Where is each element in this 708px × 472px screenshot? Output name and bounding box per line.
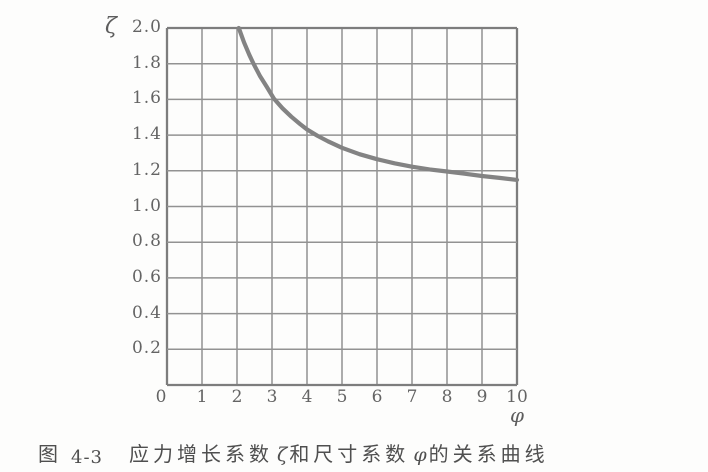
y-tick-label: 2.0 [131,17,162,38]
x-axis-symbol: φ [510,403,525,427]
x-tick-label: 3 [266,387,278,407]
x-tick-label: 8 [441,387,453,407]
x-tick-label: 2 [231,387,243,407]
curve-path [236,25,520,182]
caption-figure-word: 图 [38,442,58,466]
x-tick-label: 4 [301,387,313,407]
y-tick-label: 0.4 [131,302,162,323]
y-tick-label: 0.2 [131,338,162,359]
caption-title-part3: 的关系曲线 [428,442,549,466]
caption-title-part1: 应力增长系数 [129,442,273,466]
y-tick-label: 1.4 [131,124,162,145]
x-tick-label: 9 [476,387,488,407]
x-tick-label: 10 [506,387,528,407]
y-axis-symbol: ζ [105,14,117,39]
caption-phi-symbol: φ [413,444,427,466]
x-tick-label: 5 [336,387,348,407]
figure-caption: 图 4-3 应力增长系数 ζ 和尺寸系数 φ 的关系曲线 [38,438,549,468]
x-tick-label: 1 [196,387,208,407]
y-tick-label: 1.2 [131,159,162,180]
plot-area [165,25,520,387]
x-tick-label: 0 [155,387,167,407]
caption-zeta-symbol: ζ [277,444,288,466]
y-tick-label: 1.8 [131,52,162,73]
y-tick-label: 1.6 [131,88,162,109]
y-tick-label: 0.6 [131,267,162,288]
caption-figure-number: 4-3 [71,447,103,468]
y-tick-label: 0.8 [131,231,162,252]
x-tick-label: 7 [406,387,418,407]
y-tick-label: 1.0 [131,195,162,216]
caption-title-part2: 和尺寸系数 [289,442,410,466]
x-tick-label: 6 [371,387,383,407]
